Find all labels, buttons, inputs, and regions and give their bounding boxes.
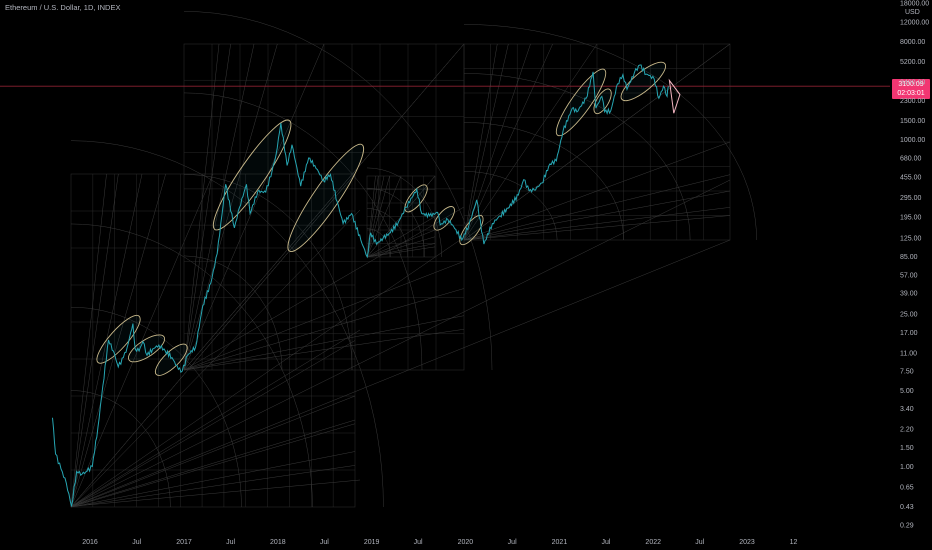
- annotation-layer: [96, 61, 681, 376]
- chart-title: Ethereum / U.S. Dollar, 1D, INDEX: [5, 3, 121, 12]
- y-tick-label: 1.50: [900, 445, 914, 452]
- y-tick-label: 11.00: [900, 351, 917, 358]
- y-tick-label: 455.00: [900, 174, 922, 181]
- y-tick-label: 1.00: [900, 464, 914, 471]
- y-tick-label: 8000.00: [900, 39, 925, 46]
- y-tick-label: 5.00: [900, 388, 914, 395]
- x-tick-label: Jul: [226, 539, 235, 546]
- y-tick-label: 57.00: [900, 273, 918, 280]
- y-tick-label: 2.20: [900, 427, 914, 434]
- y-tick-label: 295.00: [900, 195, 922, 202]
- gann-fan-line: [71, 419, 356, 507]
- current-price-label: 3100.09: [898, 81, 924, 88]
- y-tick-label: 0.43: [900, 504, 914, 511]
- y-tick-label: 7.50: [900, 369, 914, 376]
- pattern-ellipse: [96, 314, 141, 364]
- x-tick-label: 12: [790, 539, 798, 546]
- y-tick-label: 39.00: [900, 291, 918, 298]
- y-tick-label: 1000.00: [900, 137, 925, 144]
- y-tick-label: 0.29: [900, 523, 914, 530]
- pattern-ellipse: [128, 334, 166, 363]
- x-tick-label: 2020: [458, 539, 474, 546]
- x-tick-label: Jul: [695, 539, 704, 546]
- gann-box: [366, 167, 443, 258]
- y-tick-label: 2300.00: [900, 98, 925, 105]
- y-tick-label: 5200.00: [900, 59, 925, 66]
- y-tick-label: 25.00: [900, 312, 918, 319]
- forecast-triangle: [668, 78, 681, 114]
- x-tick-label: Jul: [132, 539, 141, 546]
- y-tick-label: 18000.00: [900, 1, 929, 8]
- gann-fan-line: [71, 239, 461, 507]
- x-tick-label: 2023: [739, 539, 755, 546]
- x-tick-label: 2022: [645, 539, 661, 546]
- gann-grid-layer: [70, 11, 757, 508]
- pattern-ellipse: [620, 61, 667, 102]
- gann-box: [463, 24, 757, 241]
- gann-fan-line: [71, 179, 731, 507]
- pattern-ellipse: [555, 68, 607, 137]
- y-axis: 18000.00 12000.00 8000.00 5200.00 3400.00 230…: [900, 1, 929, 530]
- y-tick-label: 1500.00: [900, 118, 925, 125]
- y-tick-label: 125.00: [900, 236, 922, 243]
- x-tick-label: Jul: [414, 539, 423, 546]
- gann-fan-line: [71, 479, 361, 507]
- y-tick-label: 3400.00: [900, 79, 925, 86]
- pattern-ellipse: [287, 143, 365, 252]
- y-tick-label: 85.00: [900, 254, 918, 261]
- bar-countdown-label: 02:03:01: [897, 90, 925, 97]
- gann-box: [183, 11, 493, 371]
- gann-fan-line: [71, 239, 731, 507]
- y-tick-label: 12000.00: [900, 20, 929, 27]
- gann-fan-line: [71, 209, 361, 507]
- x-tick-label: 2019: [364, 539, 380, 546]
- y-tick-label: 3.40: [900, 406, 914, 413]
- x-tick-label: 2021: [552, 539, 568, 546]
- price-series-line: [51, 64, 669, 507]
- x-tick-label: Jul: [508, 539, 517, 546]
- pattern-ellipse: [404, 184, 428, 213]
- y-tick-label: 680.00: [900, 155, 922, 162]
- x-tick-label: 2017: [176, 539, 192, 546]
- pattern-ellipse: [212, 119, 292, 231]
- y-tick-label: 195.00: [900, 215, 922, 222]
- x-tick-label: 2016: [82, 539, 98, 546]
- pattern-ellipse: [459, 214, 484, 246]
- y-tick-label: 17.00: [900, 330, 918, 337]
- y-tick-label: 0.65: [900, 484, 914, 491]
- gann-box: [70, 140, 384, 508]
- x-tick-label: Jul: [320, 539, 329, 546]
- x-axis: 2016 Jul 2017 Jul 2018 Jul 2019 Jul 2020 Jul 2021 J…: [82, 539, 797, 546]
- current-price-tag: 3100.09 02:03:01: [892, 79, 930, 99]
- x-tick-label: 2018: [270, 539, 286, 546]
- x-tick-label: Jul: [601, 539, 610, 546]
- y-unit-label: USD: [905, 9, 920, 16]
- gann-fan-line: [71, 329, 361, 507]
- price-series-layer: [51, 64, 669, 507]
